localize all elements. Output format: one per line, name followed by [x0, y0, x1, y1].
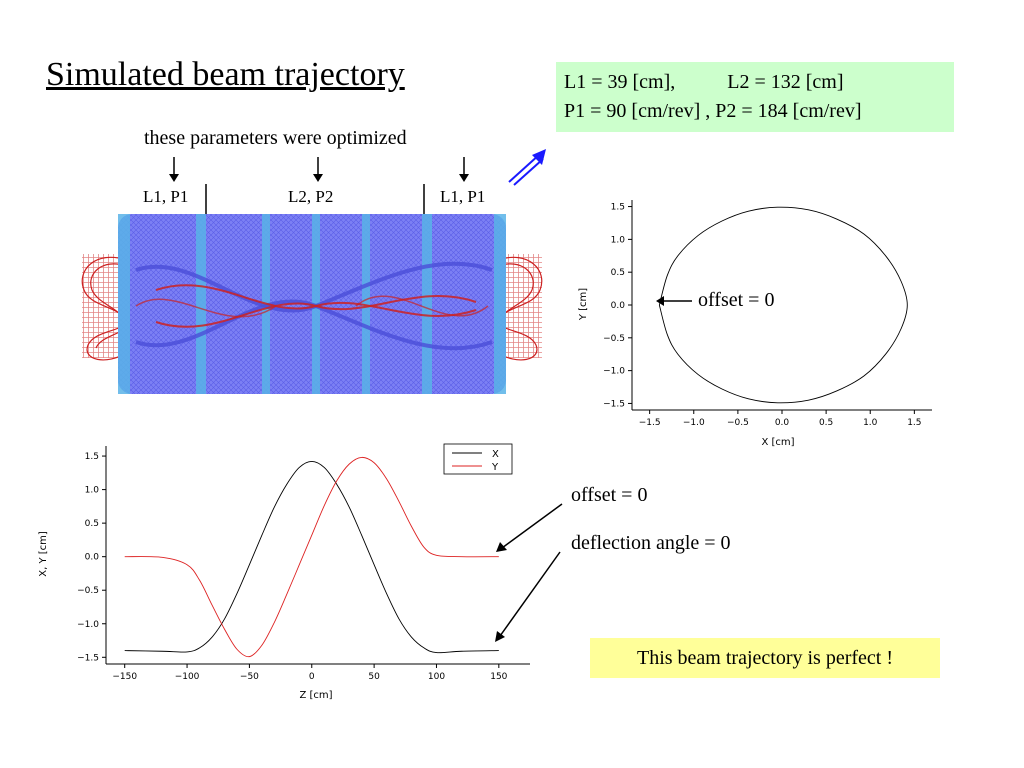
- z-y-tick-label: −1.5: [77, 653, 99, 663]
- z-legend: XY: [443, 443, 513, 475]
- z-series: [124, 456, 499, 658]
- z-y-tick-label: −0.5: [77, 586, 99, 596]
- pointer-arrow-icon: [508, 149, 546, 186]
- segment-label-middle: L2, P2: [288, 187, 334, 206]
- z-trajectory-chart: −150 −100 −50 0 50 100 150 −1.5 −1.0 −0.5 0.0 0.5 1.…: [38, 443, 530, 701]
- xy-trajectory-chart: −1.5 −1.0 −0.5 0.0 0.5 1.0 1.5 −1.5 −1.0 −0.5 0.0 0…: [578, 200, 932, 448]
- param-l1: L1 = 39 [cm],: [564, 71, 676, 93]
- xy-y-tick-label: 1.5: [611, 203, 625, 213]
- beam-envelopes: [135, 261, 493, 351]
- coil-trajectory-illustration: [81, 214, 543, 394]
- xy-x-tick-label: −0.5: [727, 418, 749, 428]
- xy-y-tick-label: 0.0: [611, 301, 626, 311]
- z-x-tick-label: 100: [428, 672, 445, 682]
- segment-dividers: [205, 184, 425, 214]
- z-tick-labels: −150 −100 −50 0 50 100 150 −1.5 −1.0 −0.5 0.0 0.5 1.…: [77, 452, 508, 682]
- down-arrows-icon: [169, 157, 469, 182]
- xy-x-tick-label: 1.0: [863, 418, 878, 428]
- xy-x-tick-label: 0.5: [819, 418, 833, 428]
- z-x-tick-label: 0: [309, 672, 315, 682]
- z-x-tick-label: −100: [175, 672, 200, 682]
- xy-x-tick-label: 1.5: [907, 418, 921, 428]
- annotation-arrows-icon: [495, 503, 563, 642]
- slide-title: Simulated beam trajectory: [46, 56, 405, 93]
- xy-y-tick-label: −1.0: [603, 367, 625, 377]
- z-series-line-X: [124, 460, 499, 654]
- xy-offset-label: offset = 0: [698, 289, 775, 311]
- z-y-tick-label: 1.5: [85, 452, 99, 462]
- z-y-axis-label: X, Y [cm]: [38, 531, 49, 577]
- param-l2: L2 = 132 [cm]: [727, 71, 844, 93]
- xy-y-tick-label: 1.0: [611, 235, 626, 245]
- z-y-tick-label: 1.0: [85, 486, 100, 496]
- xy-x-axis-label: X [cm]: [761, 437, 794, 448]
- z-legend-label-Y: Y: [491, 462, 499, 473]
- xy-y-axis-label: Y [cm]: [578, 288, 589, 321]
- z-x-tick-label: −150: [112, 672, 137, 682]
- offset-arrow-icon: [656, 296, 692, 306]
- parameters-box: L1 = 39 [cm], L2 = 132 [cm] P1 = 90 [cm/r…: [556, 62, 954, 132]
- z-y-tick-label: −1.0: [77, 620, 99, 630]
- xy-y-tick-label: −1.5: [603, 399, 625, 409]
- xy-x-tick-label: −1.0: [683, 418, 705, 428]
- z-legend-box: [443, 443, 513, 475]
- z-legend-label-X: X: [492, 449, 499, 460]
- z-x-tick-label: 150: [490, 672, 507, 682]
- optimized-note: these parameters were optimized: [144, 127, 407, 149]
- deflection-angle-label: deflection angle = 0: [571, 532, 731, 554]
- z-series-line-Y: [124, 456, 499, 658]
- xy-y-tick-label: 0.5: [611, 268, 625, 278]
- z-x-tick-label: −50: [240, 672, 259, 682]
- z-y-tick-label: 0.0: [85, 553, 100, 563]
- xy-series-line-0: [658, 206, 908, 404]
- xy-series: [658, 206, 908, 404]
- params-row-lengths: L1 = 39 [cm], L2 = 132 [cm]: [564, 68, 946, 97]
- xy-tick-labels: −1.5 −1.0 −0.5 0.0 0.5 1.0 1.5 −1.5 −1.0 −0.5 0.0 0…: [603, 203, 921, 428]
- z-y-tick-label: 0.5: [85, 519, 99, 529]
- xy-x-tick-label: −1.5: [639, 418, 661, 428]
- z-offset-label: offset = 0: [571, 484, 648, 506]
- param-pitches: P1 = 90 [cm/rev] , P2 = 184 [cm/rev]: [564, 100, 862, 122]
- segment-label-left: L1, P1: [143, 187, 189, 206]
- z-axes: [105, 446, 530, 665]
- z-x-tick-label: 50: [368, 672, 380, 682]
- z-x-axis-label: Z [cm]: [299, 690, 332, 701]
- xy-y-tick-label: −0.5: [603, 334, 625, 344]
- segment-label-right: L1, P1: [440, 187, 486, 206]
- xy-x-tick-label: 0.0: [775, 418, 790, 428]
- conclusion-box: This beam trajectory is perfect !: [590, 638, 940, 678]
